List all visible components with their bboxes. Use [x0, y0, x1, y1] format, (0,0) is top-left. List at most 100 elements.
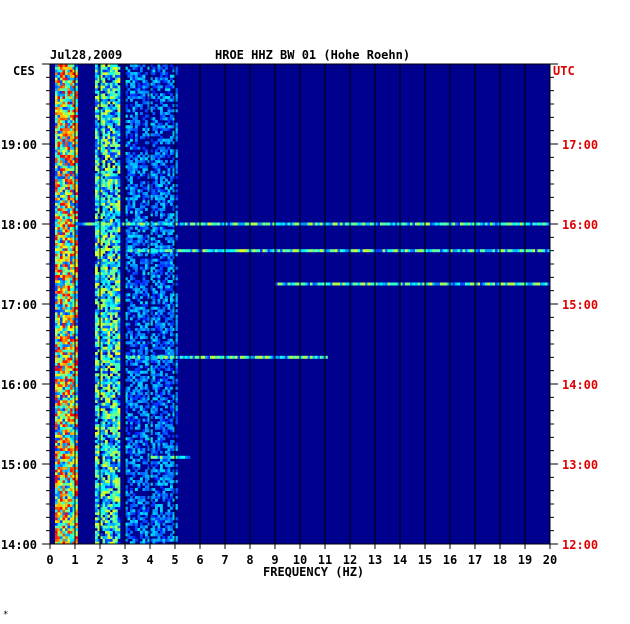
spectrogram-cell	[110, 88, 113, 91]
spectrogram-cell	[102, 464, 106, 467]
spectrogram-cell	[62, 205, 66, 209]
spectrogram-cell	[130, 234, 133, 238]
spectrogram-cell	[65, 456, 68, 459]
spectrogram-cell	[167, 536, 171, 539]
spectrogram-cell	[142, 272, 146, 275]
spectrogram-cell	[135, 416, 138, 419]
spectrogram-cell	[65, 517, 68, 521]
spectrogram-cell	[62, 338, 66, 342]
spectrogram-cell	[100, 536, 103, 539]
spectrogram-cell	[105, 341, 108, 345]
spectrogram-cell	[57, 496, 61, 499]
spectrogram-cell	[147, 448, 151, 451]
spectrogram-cell	[112, 205, 116, 209]
spectrogram-cell	[102, 154, 106, 158]
spectrogram-cell	[60, 240, 63, 243]
spectrogram-cell	[112, 421, 116, 425]
spectrogram-cell	[62, 376, 66, 379]
spectrogram-cell	[117, 530, 121, 534]
spectrogram-cell	[102, 450, 106, 454]
spectrogram-cell	[117, 477, 121, 481]
spectrogram-cell	[97, 237, 101, 241]
spectrogram-cell	[145, 525, 148, 529]
spectrogram-cell	[62, 245, 66, 249]
spectrogram-cell	[125, 210, 128, 214]
spectrogram-cell	[162, 480, 166, 483]
spectrogram-cell	[95, 248, 98, 251]
spectrogram-cell	[102, 93, 106, 97]
spectrogram-cell	[62, 421, 66, 425]
spectrogram-cell	[70, 426, 73, 430]
spectrogram-cell	[62, 248, 66, 251]
spectrogram-cell	[105, 410, 108, 414]
spectrogram-cell	[60, 64, 63, 67]
spectrogram-cell	[132, 389, 136, 393]
spectrogram-cell	[107, 522, 111, 526]
spectrogram-cell	[137, 192, 141, 195]
spectrogram-cell	[152, 298, 156, 302]
spectrogram-cell	[130, 232, 133, 235]
spectrogram-cell	[55, 392, 58, 395]
spectrogram-cell	[107, 181, 111, 185]
spectrogram-cell	[157, 384, 161, 387]
spectrogram-cell	[137, 349, 141, 353]
spectrogram-cell	[110, 405, 113, 409]
spectrogram-cell	[150, 469, 153, 473]
spectrogram-cell	[165, 328, 168, 331]
spectrogram-cell	[110, 264, 113, 267]
spectrogram-cell	[135, 232, 138, 235]
spectrogram-cell	[60, 344, 63, 347]
spectrogram-cell	[105, 218, 108, 222]
spectrogram-cell	[125, 394, 128, 398]
spectrogram-cell	[115, 202, 118, 206]
spectrogram-cell	[115, 72, 118, 75]
spectrogram-cell	[55, 405, 58, 409]
spectrogram-cell	[137, 218, 141, 222]
spectrogram-cell	[147, 160, 151, 163]
spectrogram-cell	[162, 333, 166, 337]
spectrogram-cell	[57, 336, 61, 339]
spectrogram-cell	[57, 373, 61, 377]
spectrogram-cell	[65, 194, 68, 198]
spectrogram-cell	[55, 189, 58, 193]
spectrogram-cell	[162, 498, 166, 502]
spectrogram-cell	[95, 149, 98, 153]
spectrogram-cell	[162, 264, 166, 267]
spectrogram-cell	[67, 370, 71, 374]
spectrogram-cell	[62, 80, 66, 83]
spectrogram-cell	[62, 346, 66, 350]
spectrogram-cell	[55, 200, 58, 203]
spectrogram-cell	[132, 442, 136, 446]
spectrogram-cell	[167, 341, 171, 345]
spectrogram-cell	[110, 154, 113, 158]
spectrogram-cell	[137, 330, 141, 334]
spectrogram-cell	[147, 197, 151, 201]
spectrogram-cell	[65, 466, 68, 470]
spectrogram-cell	[105, 450, 108, 454]
spectrogram-cell	[97, 117, 101, 121]
spectrogram-cell	[75, 117, 78, 121]
spectrogram-cell	[57, 232, 61, 235]
spectrogram-cell	[125, 256, 128, 259]
spectrogram-cell	[165, 424, 168, 427]
spectrogram-cell	[110, 530, 113, 534]
spectrogram-cell	[155, 453, 158, 457]
spectrogram-cell	[102, 410, 106, 414]
spectrogram-cell	[117, 114, 121, 118]
spectrogram-cell	[140, 400, 143, 403]
spectrogram-cell	[142, 205, 146, 209]
spectrogram-cell	[112, 290, 116, 294]
spectrogram-cell	[150, 410, 153, 414]
spectrogram-cell	[135, 138, 138, 142]
spectrogram-cell	[95, 373, 98, 377]
spectrogram-cell	[55, 250, 58, 254]
spectrogram-cell	[165, 386, 168, 390]
spectrogram-cell	[105, 416, 108, 419]
spectrogram-cell	[55, 517, 58, 521]
spectrogram-cell	[135, 520, 138, 523]
spectrogram-cell	[75, 373, 78, 377]
spectrogram-cell	[167, 362, 171, 366]
spectrogram-cell	[117, 184, 121, 187]
spectrogram-cell	[67, 434, 71, 438]
spectrogram-cell	[100, 109, 103, 113]
